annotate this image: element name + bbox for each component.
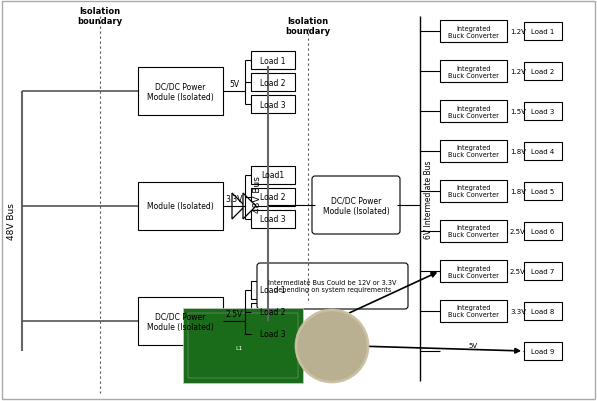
Text: DC/DC Power
Module (Isolated): DC/DC Power Module (Isolated) xyxy=(147,82,214,101)
Text: 2.5V: 2.5V xyxy=(510,229,526,235)
Bar xyxy=(251,211,295,229)
Text: Integrated
Buck Converter: Integrated Buck Converter xyxy=(448,65,499,78)
Bar xyxy=(251,325,295,343)
Text: Load 3: Load 3 xyxy=(531,109,555,115)
Circle shape xyxy=(295,309,369,383)
Text: Load 2: Load 2 xyxy=(260,78,286,87)
Bar xyxy=(251,96,295,114)
Bar xyxy=(440,61,507,83)
FancyBboxPatch shape xyxy=(312,176,400,235)
Text: Integrated
Buck Converter: Integrated Buck Converter xyxy=(448,305,499,318)
Text: Load 1: Load 1 xyxy=(260,57,286,65)
Text: Load 2: Load 2 xyxy=(531,69,555,75)
Text: Integrated
Buck Converter: Integrated Buck Converter xyxy=(448,185,499,198)
Bar xyxy=(251,74,295,92)
Text: Load 2: Load 2 xyxy=(260,193,286,202)
Bar xyxy=(183,308,303,383)
Bar xyxy=(524,63,562,81)
Bar xyxy=(251,188,295,207)
Text: Load 6: Load 6 xyxy=(531,229,555,235)
Text: Integrated
Buck Converter: Integrated Buck Converter xyxy=(448,25,499,38)
Bar xyxy=(138,182,223,231)
Bar xyxy=(524,342,562,360)
Bar xyxy=(440,101,507,123)
Bar xyxy=(440,141,507,162)
Bar xyxy=(440,300,507,322)
Text: Module (Isolated): Module (Isolated) xyxy=(147,202,214,211)
Bar xyxy=(440,180,507,203)
Bar xyxy=(138,68,223,116)
Bar xyxy=(524,143,562,160)
Text: Isolation
boundary: Isolation boundary xyxy=(78,7,122,26)
Text: Load 3: Load 3 xyxy=(260,215,286,224)
Bar xyxy=(251,166,295,184)
Text: Load 2: Load 2 xyxy=(260,308,286,317)
Text: Intermediate Bus Could be 12V or 3.3V
depending on system requirements: Intermediate Bus Could be 12V or 3.3V de… xyxy=(268,280,397,293)
Text: DC/DC Power
Module (Isolated): DC/DC Power Module (Isolated) xyxy=(147,312,214,331)
Text: Isolation
boundary: Isolation boundary xyxy=(285,17,331,36)
Text: Load 3: Load 3 xyxy=(260,100,286,109)
Text: 48V Bus: 48V Bus xyxy=(254,176,263,213)
Bar xyxy=(524,23,562,41)
Text: 1.2V: 1.2V xyxy=(510,69,526,75)
Text: 48V Bus: 48V Bus xyxy=(8,203,17,240)
Text: DC/DC Power
Module (Isolated): DC/DC Power Module (Isolated) xyxy=(322,196,389,215)
Bar xyxy=(524,103,562,121)
Circle shape xyxy=(298,312,366,380)
Bar xyxy=(524,262,562,280)
Text: Load 4: Load 4 xyxy=(531,149,555,155)
Text: 3.3V: 3.3V xyxy=(510,308,526,314)
Text: 1.8V: 1.8V xyxy=(510,149,526,155)
Bar xyxy=(138,297,223,345)
Text: Load 3: Load 3 xyxy=(260,330,286,339)
Bar xyxy=(188,313,298,378)
Text: Load 8: Load 8 xyxy=(531,308,555,314)
Text: Load 1: Load 1 xyxy=(531,29,555,35)
Bar xyxy=(251,303,295,321)
Text: Load 7: Load 7 xyxy=(531,268,555,274)
Text: 5V: 5V xyxy=(229,80,239,89)
FancyBboxPatch shape xyxy=(257,263,408,309)
Text: 2.5V: 2.5V xyxy=(510,268,526,274)
Text: L1: L1 xyxy=(236,346,243,350)
Polygon shape xyxy=(232,194,245,219)
Text: 1.2V: 1.2V xyxy=(510,29,526,35)
Bar xyxy=(524,302,562,320)
Text: Load1: Load1 xyxy=(261,171,285,180)
Bar xyxy=(440,260,507,282)
Text: 1.8V: 1.8V xyxy=(510,188,526,194)
Bar xyxy=(524,182,562,200)
Text: Integrated
Buck Converter: Integrated Buck Converter xyxy=(448,145,499,158)
Text: 1.5V: 1.5V xyxy=(510,109,526,115)
Polygon shape xyxy=(243,194,256,219)
Text: Load 5: Load 5 xyxy=(531,188,555,194)
Text: Integrated
Buck Converter: Integrated Buck Converter xyxy=(448,265,499,278)
Text: Load 9: Load 9 xyxy=(531,348,555,354)
Text: 3.3V: 3.3V xyxy=(225,194,243,203)
Bar xyxy=(251,52,295,70)
Bar xyxy=(251,281,295,299)
Text: 5V: 5V xyxy=(469,342,478,348)
Bar xyxy=(440,21,507,43)
Bar xyxy=(440,221,507,242)
Text: 6V Intermediate Bus: 6V Intermediate Bus xyxy=(424,160,433,238)
Text: 2.5V: 2.5V xyxy=(226,309,242,318)
Bar xyxy=(524,223,562,241)
Text: Integrated
Buck Converter: Integrated Buck Converter xyxy=(448,225,499,238)
Text: Load 1: Load 1 xyxy=(260,286,286,295)
Text: Integrated
Buck Converter: Integrated Buck Converter xyxy=(448,105,499,118)
